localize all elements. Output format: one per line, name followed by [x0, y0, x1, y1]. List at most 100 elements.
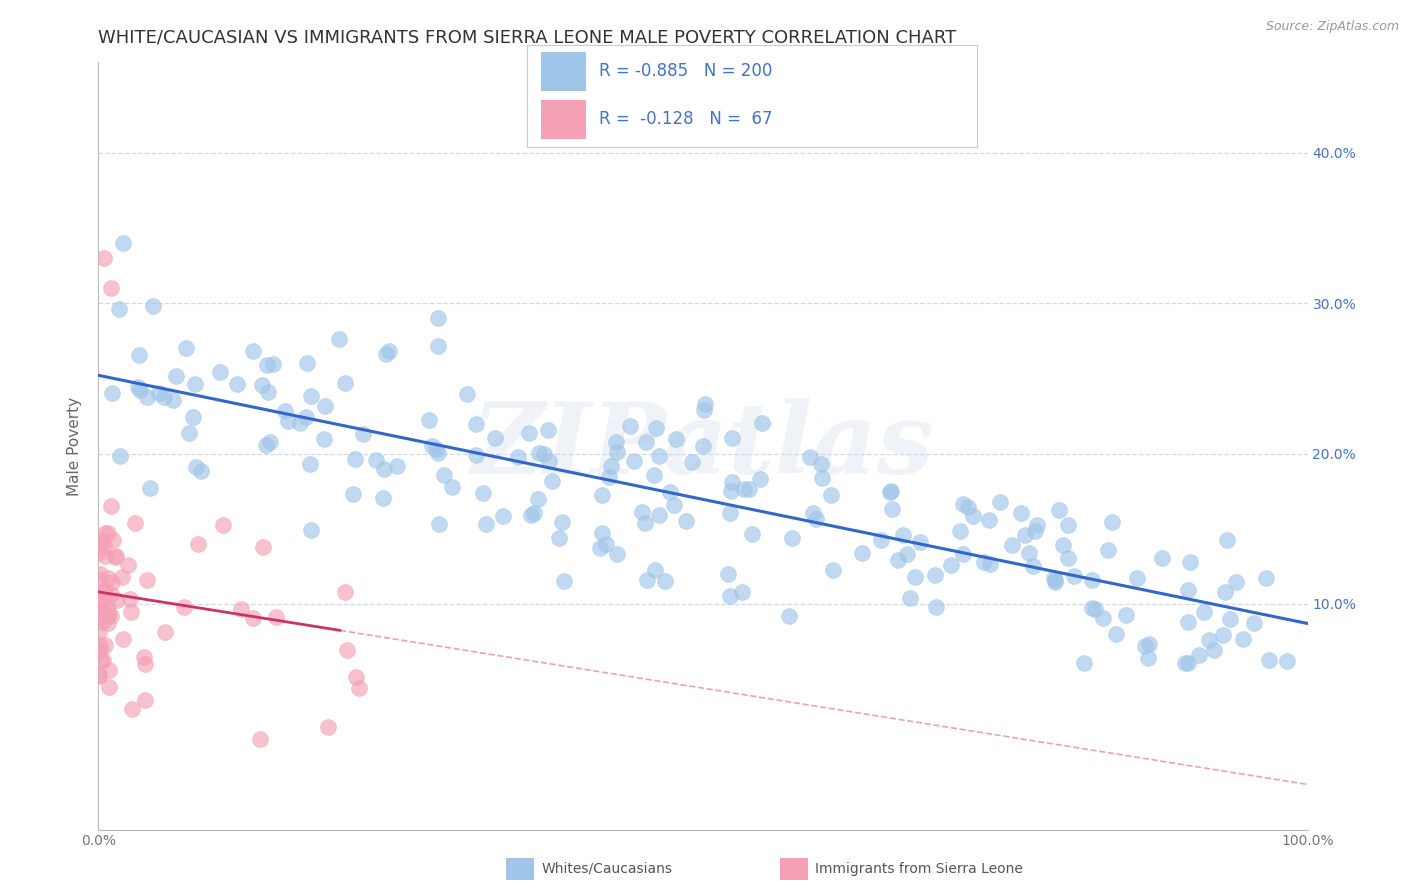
Point [89, 594, 111, 608]
Point [527, 446, 550, 460]
Point [644, 564, 666, 578]
Point [94, 583, 117, 598]
Point [1073, 656, 1095, 670]
Point [908, 535, 931, 549]
Point [1010, 506, 1032, 520]
Text: WHITE/CAUCASIAN VS IMMIGRANTS FROM SIERRA LEONE MALE POVERTY CORRELATION CHART: WHITE/CAUCASIAN VS IMMIGRANTS FROM SIERR… [98, 29, 956, 47]
Point [659, 484, 682, 499]
Point [135, 390, 157, 404]
Point [1212, 627, 1234, 641]
Point [373, 461, 395, 475]
Point [1084, 602, 1107, 616]
Point [475, 517, 498, 532]
Point [456, 387, 478, 401]
Point [880, 483, 903, 498]
Point [471, 486, 494, 500]
Point [242, 343, 264, 358]
Point [97, 608, 120, 623]
FancyBboxPatch shape [541, 100, 586, 139]
Point [316, 720, 339, 734]
Point [93, 251, 115, 265]
Point [811, 470, 834, 484]
Point [540, 474, 562, 488]
Point [142, 299, 165, 313]
Point [97, 571, 120, 585]
Point [634, 516, 657, 530]
Point [939, 558, 962, 572]
Point [665, 432, 688, 446]
Point [1174, 656, 1197, 670]
Point [695, 397, 717, 411]
Point [440, 480, 463, 494]
Point [128, 348, 150, 362]
Point [373, 491, 395, 505]
Point [821, 563, 844, 577]
Text: ZIPatlas: ZIPatlas [472, 398, 934, 494]
Point [352, 427, 374, 442]
Point [1105, 627, 1128, 641]
Point [810, 457, 832, 471]
Point [751, 416, 773, 430]
Point [257, 384, 280, 399]
Point [249, 732, 271, 747]
Text: R =  -0.128   N =  67: R = -0.128 N = 67 [599, 111, 773, 128]
Point [426, 338, 449, 352]
Point [492, 508, 515, 523]
Point [277, 414, 299, 428]
Point [693, 403, 716, 417]
Point [720, 483, 742, 498]
Point [89, 545, 111, 559]
Point [1092, 610, 1115, 624]
Point [664, 498, 686, 512]
Point [262, 357, 284, 371]
Point [533, 447, 555, 461]
Point [100, 499, 122, 513]
Point [344, 670, 367, 684]
Point [721, 431, 744, 445]
Point [1213, 584, 1236, 599]
Point [177, 425, 200, 440]
Point [333, 584, 356, 599]
Point [952, 497, 974, 511]
Point [1243, 615, 1265, 630]
Point [336, 643, 359, 657]
Point [979, 558, 1001, 572]
Point [778, 608, 800, 623]
Point [1126, 571, 1149, 585]
Point [91, 653, 114, 667]
Point [112, 235, 135, 250]
Point [654, 574, 676, 588]
Point [1056, 551, 1078, 566]
Point [127, 380, 149, 394]
Point [375, 347, 398, 361]
Point [256, 358, 278, 372]
Point [231, 602, 253, 616]
Point [636, 434, 658, 449]
Point [1081, 600, 1104, 615]
Point [681, 455, 703, 469]
Text: Immigrants from Sierra Leone: Immigrants from Sierra Leone [815, 862, 1024, 876]
Point [1101, 515, 1123, 529]
Point [988, 494, 1011, 508]
Point [252, 540, 274, 554]
Point [1001, 538, 1024, 552]
Point [135, 574, 157, 588]
Point [425, 442, 447, 456]
Point [422, 440, 444, 454]
Point [962, 508, 984, 523]
Point [162, 393, 184, 408]
Point [551, 515, 574, 529]
Point [606, 444, 628, 458]
Point [89, 638, 111, 652]
Point [880, 502, 903, 516]
Point [780, 531, 803, 545]
Point [90, 608, 112, 623]
Point [100, 587, 122, 601]
Point [1215, 533, 1237, 547]
Point [870, 533, 893, 547]
Point [605, 435, 627, 450]
Point [904, 569, 927, 583]
Point [295, 356, 318, 370]
Point [1133, 639, 1156, 653]
Point [1225, 574, 1247, 589]
